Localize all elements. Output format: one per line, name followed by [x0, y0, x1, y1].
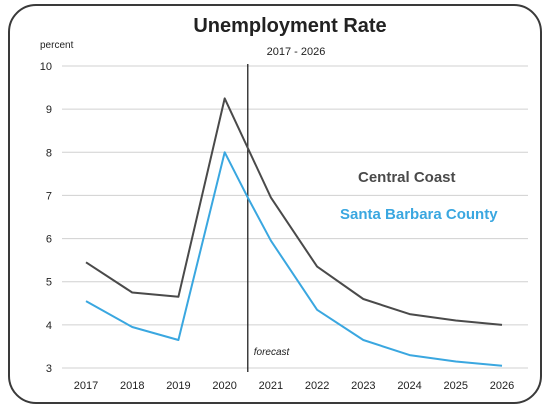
y-tick-label: 3 — [46, 363, 52, 375]
y-tick-label: 8 — [46, 147, 52, 159]
x-tick-label: 2023 — [351, 380, 375, 392]
x-tick-label: 2018 — [120, 380, 144, 392]
x-tick-label: 2019 — [166, 380, 190, 392]
series-line-santa-barbara-county — [85, 151, 503, 367]
x-tick-label: 2021 — [259, 380, 283, 392]
x-tick-label: 2022 — [305, 380, 329, 392]
x-tick-label: 2020 — [212, 380, 236, 392]
chart-subtitle: 2017 - 2026 — [267, 46, 326, 58]
x-tick-label: 2025 — [444, 380, 468, 392]
x-tick-label: 2017 — [74, 380, 98, 392]
chart-title: Unemployment Rate — [193, 15, 386, 37]
x-axis-ticks: 2017 2018 2019 2020 2021 2022 2023 2024 2025 2026 — [74, 380, 514, 392]
y-axis-unit-label: percent — [40, 40, 74, 51]
forecast-label: forecast — [254, 347, 291, 358]
y-tick-label: 9 — [46, 104, 52, 116]
legend-santa-barbara-county: Santa Barbara County — [340, 206, 498, 223]
y-tick-label: 7 — [46, 190, 52, 202]
x-tick-label: 2024 — [397, 380, 421, 392]
y-axis-ticks: 3 4 5 6 7 8 9 10 — [40, 61, 52, 375]
legend-central-coast: Central Coast — [358, 169, 456, 186]
y-tick-label: 5 — [46, 277, 52, 289]
series-line-central-coast — [85, 97, 503, 326]
gridlines — [62, 65, 528, 369]
y-tick-label: 6 — [46, 234, 52, 246]
series-lines — [85, 97, 503, 367]
y-tick-label: 4 — [46, 320, 52, 332]
x-tick-label: 2026 — [490, 380, 514, 392]
y-tick-label: 10 — [40, 61, 52, 73]
